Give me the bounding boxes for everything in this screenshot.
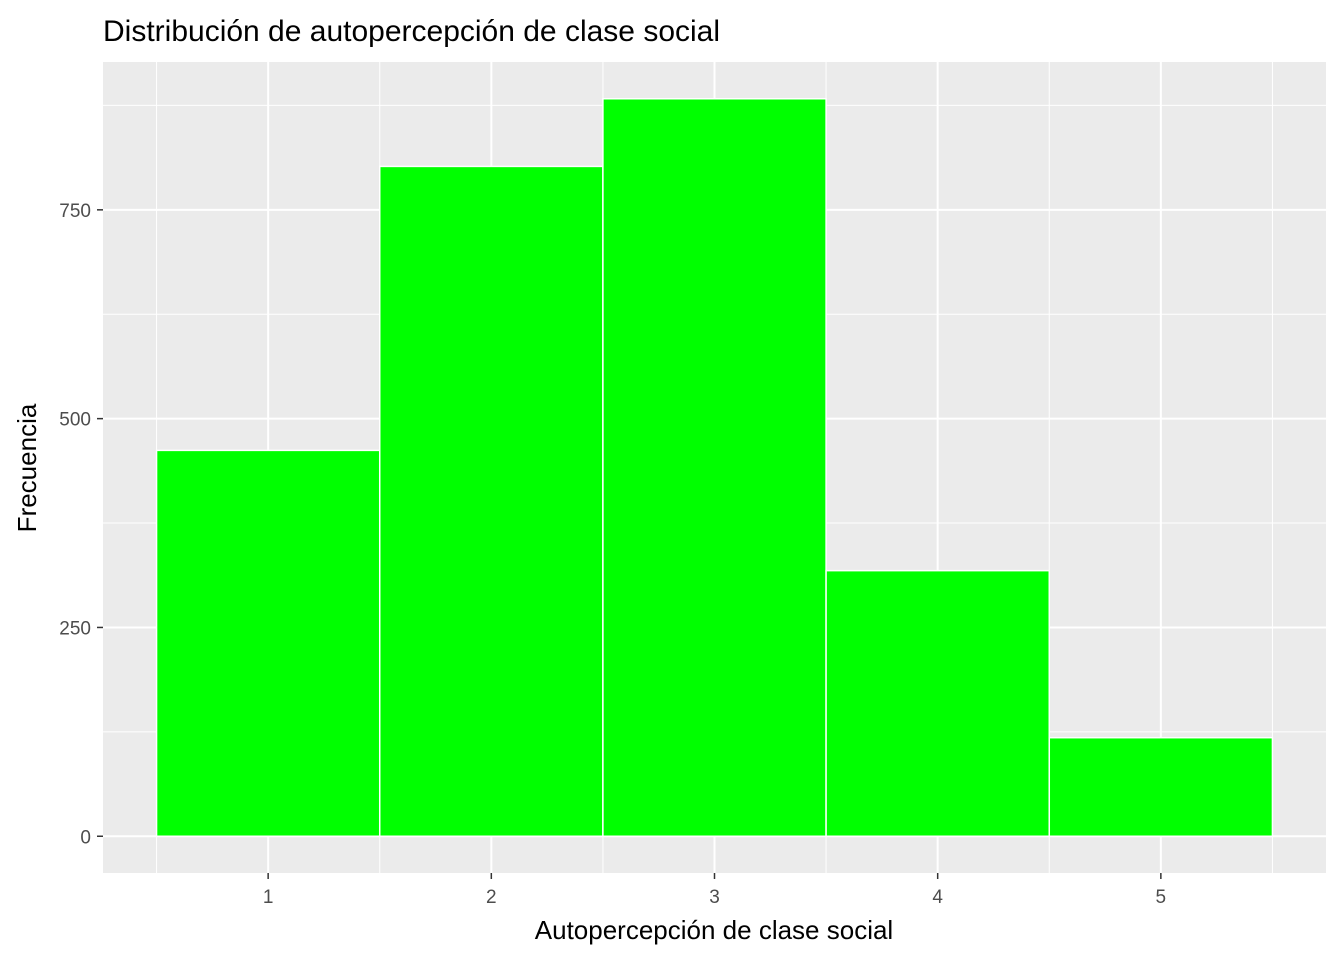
x-tick-label: 3 <box>709 887 720 908</box>
y-tick-label: 0 <box>80 827 91 848</box>
x-tick-label: 4 <box>932 887 943 908</box>
y-tick-label: 750 <box>59 201 91 222</box>
bar-5 <box>1048 736 1274 838</box>
y-axis-title: Frecuencia <box>12 403 42 532</box>
bar-3 <box>602 97 827 838</box>
x-tick-label: 5 <box>1156 887 1167 908</box>
y-tick-label: 500 <box>59 410 91 431</box>
bar-2 <box>378 165 604 838</box>
y-axis: 0 250 500 750 <box>59 201 103 848</box>
x-axis: 1 2 3 4 5 <box>263 873 1166 908</box>
bars <box>155 97 1274 838</box>
x-tick-label: 1 <box>263 887 274 908</box>
x-tick-label: 2 <box>486 887 497 908</box>
chart-title: Distribución de autopercepción de clase … <box>103 15 720 48</box>
x-axis-title: Autopercepción de clase social <box>535 915 893 945</box>
bar-1 <box>155 449 381 838</box>
bar-4 <box>825 569 1051 838</box>
y-tick-label: 250 <box>59 618 91 639</box>
